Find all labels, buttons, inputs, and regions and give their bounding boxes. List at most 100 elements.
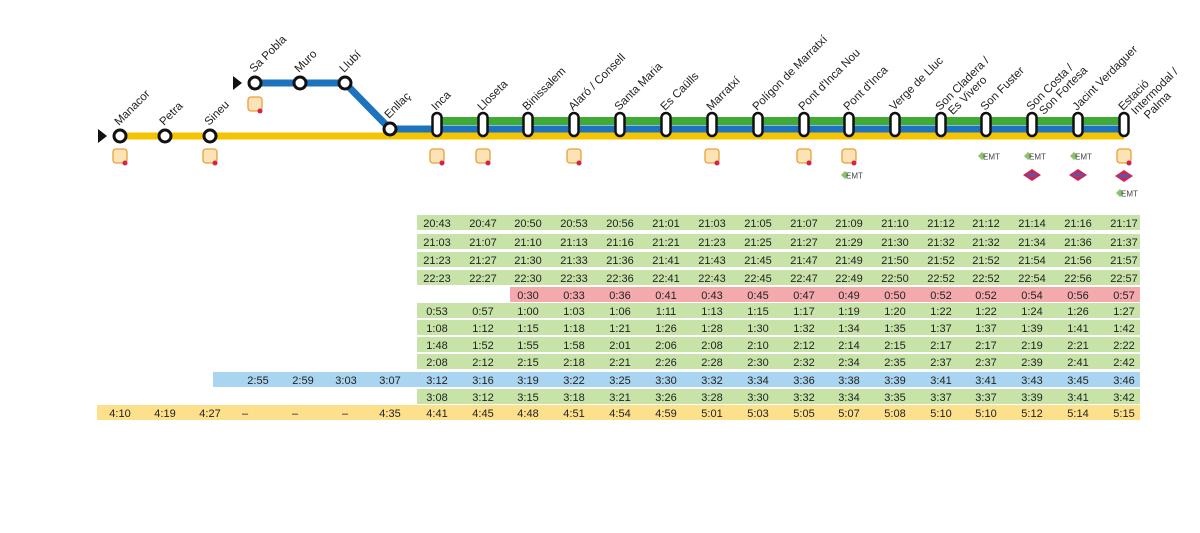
station-name: Son Costa /Son Fortesa: [1025, 56, 1091, 122]
row-background: [417, 354, 1140, 369]
departure-time: 22:47: [790, 273, 818, 285]
station-name: Manacor: [113, 88, 153, 128]
departure-time: 1:18: [563, 323, 584, 335]
departure-time: 0:57: [1113, 290, 1134, 302]
station-stop-marker: [752, 111, 764, 138]
timetable-row: 4:10 4:19 4:27 – – – 4:35 4:41 4:45 4:48 4:51 4:54 4…: [97, 405, 1140, 420]
departure-time: 0:41: [655, 290, 676, 302]
departure-time: 2:15: [884, 340, 905, 352]
departure-time: 21:30: [514, 255, 542, 267]
row-background: [510, 287, 1140, 302]
station-name: Inca: [430, 89, 454, 113]
row-background: [417, 252, 1140, 267]
tib-bus-pin: [212, 160, 218, 166]
departure-time: 4:41: [426, 408, 447, 420]
departure-time: 3:37: [930, 392, 951, 404]
departure-time: 2:21: [1067, 340, 1088, 352]
departure-time: 2:55: [247, 375, 268, 387]
departure-time: 21:41: [652, 255, 680, 267]
station-stop-marker: [431, 111, 443, 138]
departure-time: 3:16: [472, 375, 493, 387]
tib-bus-icon: [841, 148, 857, 166]
station-stop-marker: [337, 75, 353, 91]
departure-time: 21:03: [698, 218, 726, 230]
station-name: Es Caülls: [659, 70, 702, 113]
tib-bus-pin: [714, 160, 720, 166]
departure-time: 4:45: [472, 408, 493, 420]
departure-time: 1:30: [747, 323, 768, 335]
departure-time: 21:03: [423, 237, 451, 249]
station-stop-marker: [157, 128, 173, 144]
departure-time: 20:53: [560, 218, 588, 230]
start-arrow-icon: [233, 76, 242, 90]
tib-bus-body: [202, 148, 218, 164]
departure-time: 1:19: [838, 306, 859, 318]
departure-time: 4:48: [517, 408, 538, 420]
station-name-line: Petra: [158, 100, 186, 128]
departure-time: 3:03: [335, 375, 356, 387]
row-background: [417, 320, 1140, 335]
departure-time: 3:07: [379, 375, 400, 387]
station-name-line: Es Caülls: [659, 70, 702, 113]
departure-time: 3:12: [426, 375, 447, 387]
station-stop-marker: [843, 111, 855, 138]
station-name-line: Marratxí: [705, 74, 744, 113]
station-stop-marker: [1072, 111, 1084, 138]
departure-time: 22:52: [972, 273, 1000, 285]
station-stop-marker: [522, 111, 534, 138]
tib-bus-icon: [796, 148, 812, 166]
departure-time: 1:34: [838, 323, 859, 335]
tib-bus-icon: [1116, 148, 1132, 166]
departure-time: 22:52: [927, 273, 955, 285]
departure-time: 22:23: [423, 273, 451, 285]
station-stop-marker: [614, 111, 626, 138]
station-stop-marker: [382, 121, 398, 137]
departure-time: 21:21: [652, 237, 680, 249]
departure-time: 5:01: [701, 408, 722, 420]
emt-icon: EMT: [1024, 152, 1046, 162]
tib-bus-pin: [576, 160, 582, 166]
station-name-line: Polígon de Marratxí: [751, 33, 831, 113]
emt-icon: EMT: [1070, 152, 1092, 162]
departure-time: 4:51: [563, 408, 584, 420]
emt-icon: EMT: [1116, 189, 1138, 199]
station: Llubí: [337, 48, 365, 91]
departure-time: 21:10: [881, 218, 909, 230]
station-stop-marker: [1026, 111, 1038, 138]
departure-time: 22:54: [1018, 273, 1046, 285]
departure-time: 22:27: [469, 273, 497, 285]
departure-time: 1:15: [517, 323, 538, 335]
departure-time: 2:17: [930, 340, 951, 352]
departure-time: 3:08: [426, 392, 447, 404]
departure-time: 2:59: [292, 375, 313, 387]
station-stop-marker: [292, 75, 308, 91]
departure-time: 1:32: [793, 323, 814, 335]
departure-time: 0:47: [793, 290, 814, 302]
departure-time: 21:50: [881, 255, 909, 267]
departure-time: 21:17: [1110, 218, 1138, 230]
station-name: Binissalem: [521, 65, 569, 113]
station-stop-marker: [568, 111, 580, 138]
departure-time: 3:45: [1067, 375, 1088, 387]
departure-time: 22:49: [835, 273, 863, 285]
station-name: Llubí: [338, 48, 365, 75]
station-name: Son Fuster: [979, 65, 1027, 113]
departure-time: 22:36: [606, 273, 634, 285]
departure-time: 2:22: [1113, 340, 1134, 352]
departure-time: 21:32: [927, 237, 955, 249]
departure-time: 21:33: [560, 255, 588, 267]
departure-time: 22:43: [698, 273, 726, 285]
departure-time: 21:43: [698, 255, 726, 267]
departure-time: 22:57: [1110, 273, 1138, 285]
departure-time: 1:41: [1067, 323, 1088, 335]
station-name: Pont d'Inca: [842, 64, 891, 113]
departure-time: 5:05: [793, 408, 814, 420]
departure-time: 2:12: [472, 357, 493, 369]
departure-time: 21:45: [744, 255, 772, 267]
departure-time: 21:52: [927, 255, 955, 267]
station-name: Lloseta: [476, 78, 511, 113]
tib-bus-body: [429, 148, 445, 164]
departure-time: 2:08: [426, 357, 447, 369]
emt-label: EMT: [1029, 153, 1046, 162]
